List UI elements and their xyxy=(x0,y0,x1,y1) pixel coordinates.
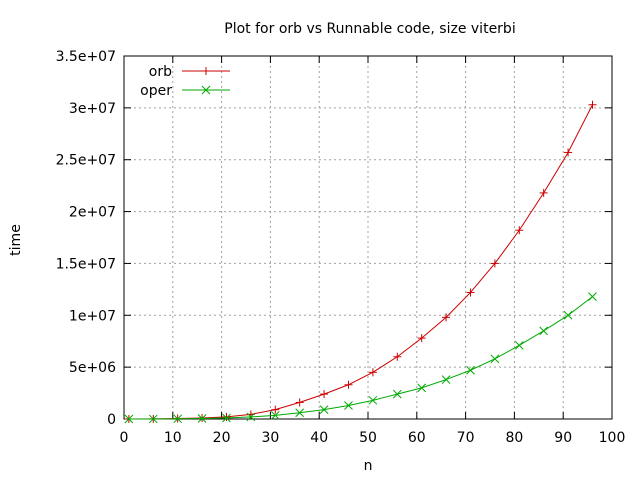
series-line-orb xyxy=(128,104,593,420)
marker-stroke xyxy=(319,405,329,415)
data-point-oper xyxy=(197,414,207,423)
y-tick-label: 1e+07 xyxy=(69,308,116,324)
legend-marker-orb xyxy=(202,67,210,75)
series-layer xyxy=(124,100,597,424)
data-point-orb xyxy=(417,334,426,343)
marker-stroke xyxy=(368,395,378,405)
data-point-oper xyxy=(368,395,378,405)
y-axis-title: time xyxy=(8,224,24,256)
data-point-orb xyxy=(539,188,548,197)
data-point-oper xyxy=(514,341,524,350)
data-point-orb xyxy=(588,100,597,109)
y-tick-label: 2e+07 xyxy=(69,205,116,221)
legend: orb oper xyxy=(140,64,230,99)
data-point-oper xyxy=(344,401,353,410)
x-tick-label: 90 xyxy=(554,430,572,446)
data-point-oper xyxy=(490,354,500,364)
legend-marker-oper xyxy=(201,85,211,95)
x-tick-label: 0 xyxy=(120,430,129,446)
marker-stroke xyxy=(441,375,451,384)
marker-stroke xyxy=(173,414,183,424)
marker-stroke xyxy=(344,401,353,410)
data-point-orb xyxy=(515,226,524,235)
x-axis-title: n xyxy=(364,458,373,474)
marker-stroke xyxy=(270,411,280,420)
marker-stroke xyxy=(124,414,134,424)
data-point-oper xyxy=(588,292,597,301)
x-tick-label: 30 xyxy=(261,430,279,446)
data-point-orb xyxy=(271,405,280,414)
data-point-oper xyxy=(148,414,158,424)
chart-title: Plot for orb vs Runnable code, size vite… xyxy=(224,21,515,37)
data-point-oper xyxy=(246,412,256,422)
x-tick-label: 80 xyxy=(505,430,523,446)
data-point-oper xyxy=(295,408,305,418)
x-tick-label: 70 xyxy=(457,430,475,446)
y-tick-label: 3.5e+07 xyxy=(56,49,116,65)
data-point-orb xyxy=(368,368,377,377)
data-point-oper xyxy=(222,413,231,423)
marker-stroke xyxy=(466,365,475,375)
data-point-oper xyxy=(270,411,280,420)
marker-stroke xyxy=(295,408,305,418)
data-point-oper xyxy=(466,365,475,375)
marker-stroke xyxy=(201,85,211,95)
x-tick-label: 100 xyxy=(599,430,626,446)
grid-lines xyxy=(124,56,612,419)
data-point-orb xyxy=(466,288,475,297)
marker-stroke xyxy=(588,292,597,301)
marker-stroke xyxy=(246,412,256,422)
data-point-orb xyxy=(320,390,329,399)
data-point-orb xyxy=(222,412,231,421)
marker-stroke xyxy=(539,326,549,336)
x-tick-label: 50 xyxy=(359,430,377,446)
x-tick-label: 40 xyxy=(310,430,328,446)
data-point-oper xyxy=(173,414,183,424)
x-tick-label: 60 xyxy=(408,430,426,446)
data-point-orb xyxy=(393,352,402,361)
data-point-oper xyxy=(392,389,402,399)
y-tick-label: 0 xyxy=(107,412,116,428)
series-oper xyxy=(124,292,597,424)
data-point-oper xyxy=(417,383,427,393)
data-point-oper xyxy=(539,326,549,336)
data-point-oper xyxy=(441,375,451,384)
data-point-oper xyxy=(563,310,573,320)
marker-stroke xyxy=(148,414,158,424)
x-tick-label: 10 xyxy=(164,430,182,446)
data-point-orb xyxy=(490,259,499,268)
data-point-orb xyxy=(564,148,573,157)
data-point-orb xyxy=(442,313,451,322)
marker-stroke xyxy=(222,413,231,423)
series-orb xyxy=(124,100,597,423)
x-tick-label: 20 xyxy=(213,430,231,446)
data-point-oper xyxy=(319,405,329,415)
legend-label-orb: orb xyxy=(149,64,172,80)
marker-stroke xyxy=(563,310,573,320)
y-tick-label: 5e+06 xyxy=(69,360,116,376)
axis-ticks: 0 10 20 30 40 50 60 70 80 90 100 0 5e+06 1e+07 1.5e+07… xyxy=(56,49,626,446)
legend-label-oper: oper xyxy=(140,83,172,99)
y-tick-label: 1.5e+07 xyxy=(56,256,116,272)
data-point-orb xyxy=(344,380,353,389)
y-tick-label: 2.5e+07 xyxy=(56,153,116,169)
marker-stroke xyxy=(514,341,524,350)
data-point-oper xyxy=(124,414,134,424)
marker-stroke xyxy=(490,354,500,364)
marker-stroke xyxy=(392,389,402,399)
marker-stroke xyxy=(197,414,207,423)
data-point-orb xyxy=(295,398,304,407)
y-tick-label: 3e+07 xyxy=(69,101,116,117)
marker-stroke xyxy=(417,383,427,393)
series-line-oper xyxy=(128,296,593,420)
